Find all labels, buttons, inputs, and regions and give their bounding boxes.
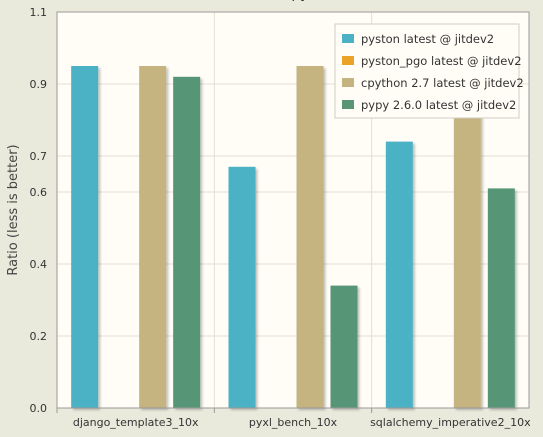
y-tick-label: 1.1: [30, 6, 48, 19]
legend-swatch: [342, 100, 354, 109]
x-tick-label: sqlalchemy_imperative2_10x: [370, 416, 531, 429]
legend-box: [334, 23, 520, 119]
legend-swatch: [342, 34, 354, 43]
legend-label: pypy 2.6.0 latest @ jitdev2: [361, 98, 516, 112]
y-tick-label: 0.4: [30, 258, 48, 271]
bar: [71, 66, 99, 408]
bar: [385, 141, 413, 408]
bar: [330, 285, 358, 408]
legend-swatch: [342, 56, 354, 65]
legend-label: pyston latest @ jitdev2: [361, 32, 494, 46]
legend-label: cpython 2.7 latest @ jitdev2: [361, 76, 524, 90]
legend-swatch: [342, 78, 354, 87]
legend: pyston latest @ jitdev2 pyston_pgo latest…: [334, 23, 524, 119]
y-axis-title: Ratio (less is better): [6, 144, 21, 275]
bar: [453, 66, 481, 408]
axes: 0.0 0.2 0.4 0.6 0.7 0.9 1.1 django_template3_10…: [30, 6, 532, 429]
bars: [71, 66, 515, 409]
y-tick-label: 0.7: [30, 150, 48, 163]
bar: [173, 76, 201, 409]
x-tick-label: django_template3_10x: [73, 416, 199, 429]
y-tick-label: 0.6: [30, 186, 48, 199]
bar: [139, 66, 167, 408]
bar: [228, 166, 256, 408]
bar: [296, 66, 324, 408]
legend-label: pyston_pgo latest @ jitdev2: [361, 54, 522, 68]
y-tick-label: 0.0: [30, 402, 48, 415]
plot-frame: [56, 11, 530, 409]
y-tick-label: 0.9: [30, 78, 48, 91]
x-tick-label: pyxl_bench_10x: [249, 416, 338, 429]
bar: [487, 188, 515, 408]
chart-title: py: [291, 0, 308, 2]
y-tick-label: 0.2: [30, 330, 48, 343]
